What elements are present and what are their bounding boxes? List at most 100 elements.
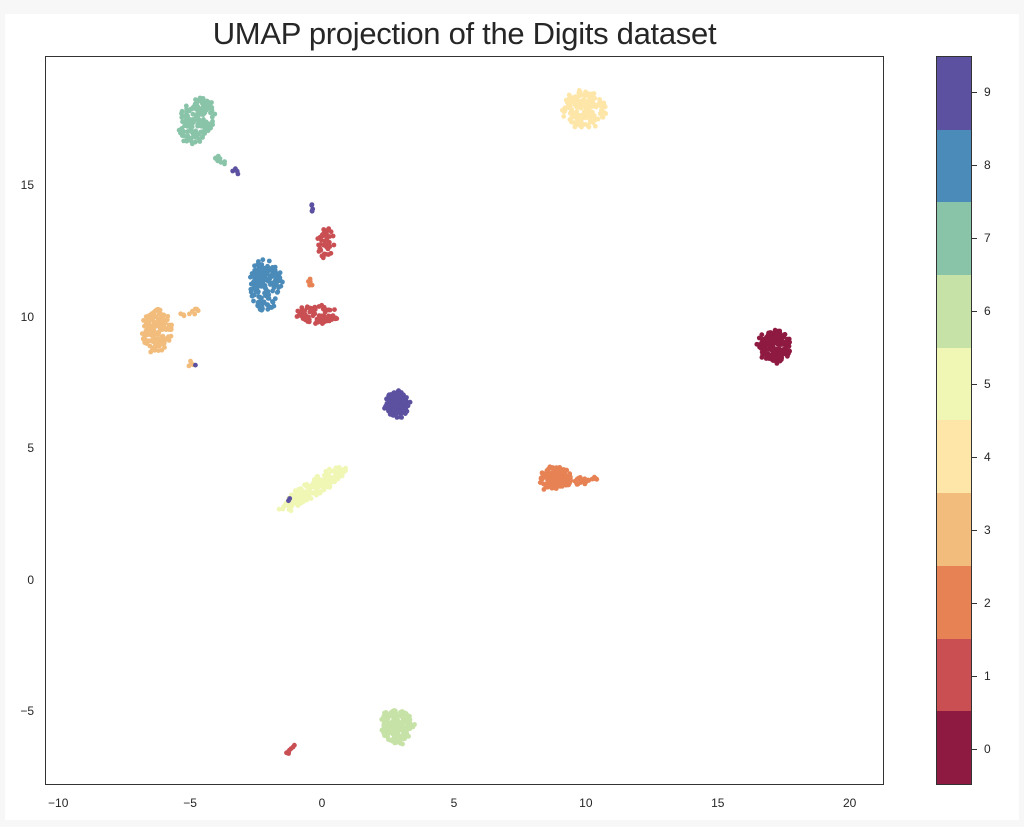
data-point (188, 358, 193, 364)
data-point (197, 139, 203, 144)
colorbar-segment-1 (937, 638, 971, 712)
colorbar-tick-mark (972, 384, 977, 386)
data-point (328, 229, 334, 235)
data-point (398, 722, 404, 728)
data-point (759, 355, 765, 360)
data-point (303, 316, 308, 322)
colorbar-segment-3 (937, 493, 971, 566)
data-point (199, 129, 205, 135)
data-point (251, 298, 256, 304)
data-point (387, 407, 393, 413)
data-point (150, 314, 156, 320)
data-point (280, 279, 285, 285)
data-point (546, 478, 552, 484)
data-point (759, 332, 765, 338)
data-point (771, 348, 777, 354)
data-point (553, 472, 559, 478)
data-point (168, 326, 174, 332)
data-point (563, 475, 569, 480)
data-point (574, 476, 580, 482)
x-tick-label: 5 (450, 796, 458, 810)
data-point (773, 331, 779, 337)
data-point (331, 468, 336, 474)
data-point (583, 107, 589, 112)
data-point (315, 319, 321, 325)
data-point (330, 313, 336, 318)
data-point (151, 309, 157, 315)
data-point (589, 93, 595, 98)
data-point (320, 255, 326, 261)
y-tick-label: 15 (20, 177, 34, 192)
data-point (561, 114, 567, 119)
data-point (263, 286, 268, 291)
colorbar-segment-7 (937, 202, 971, 276)
data-point (316, 304, 322, 309)
data-point (295, 308, 301, 314)
data-point (403, 730, 408, 736)
data-point (304, 497, 310, 503)
data-point (321, 251, 327, 257)
colorbar-tick-mark (972, 748, 977, 750)
data-point (273, 271, 279, 276)
data-point (325, 307, 331, 313)
data-point (277, 270, 283, 276)
data-point (203, 106, 209, 112)
data-point (222, 161, 227, 167)
data-point (208, 110, 213, 115)
colorbar-tick-label: 4 (984, 449, 991, 464)
data-point (306, 279, 311, 284)
data-point (581, 97, 587, 102)
data-point (152, 346, 158, 351)
data-point (308, 306, 314, 311)
data-point (299, 489, 305, 495)
data-point (144, 332, 149, 338)
data-point (325, 242, 331, 248)
data-point (313, 480, 319, 486)
data-point (215, 153, 221, 159)
data-point (190, 119, 196, 125)
data-point (168, 333, 174, 339)
data-point (321, 319, 327, 325)
data-point (308, 490, 314, 496)
data-point (255, 302, 261, 308)
data-point (575, 122, 581, 127)
data-point (192, 311, 198, 317)
data-point (157, 342, 163, 348)
data-point (570, 97, 576, 103)
data-point (383, 720, 389, 726)
data-point (762, 351, 768, 357)
data-point (537, 480, 543, 485)
data-point (198, 123, 204, 129)
colorbar-segment-2 (937, 565, 971, 639)
data-point (769, 339, 775, 345)
data-point (266, 292, 272, 298)
data-point (577, 92, 583, 98)
data-point (318, 489, 324, 495)
data-point (259, 305, 265, 310)
data-point (395, 388, 401, 394)
data-point (766, 342, 772, 348)
data-point (303, 489, 309, 494)
colorbar-tick-mark (972, 92, 977, 94)
data-point (782, 348, 787, 354)
data-point (583, 89, 588, 95)
data-point (395, 728, 400, 733)
colorbar-tick-label: 3 (984, 522, 991, 537)
data-point (326, 318, 332, 324)
x-tick-label: 20 (843, 796, 857, 810)
data-point (302, 482, 307, 488)
data-point (164, 326, 169, 331)
data-point (141, 318, 146, 323)
colorbar-tick-label: 1 (984, 668, 991, 683)
data-point (215, 158, 221, 164)
data-point (290, 492, 296, 498)
data-point (194, 307, 200, 313)
data-point (253, 289, 259, 294)
x-tick-label: 0 (318, 796, 326, 810)
data-point (384, 396, 389, 402)
data-point (271, 285, 277, 291)
colorbar-segment-6 (937, 275, 971, 348)
colorbar-tick-mark (972, 311, 977, 313)
data-point (193, 362, 198, 368)
data-point (401, 408, 407, 414)
